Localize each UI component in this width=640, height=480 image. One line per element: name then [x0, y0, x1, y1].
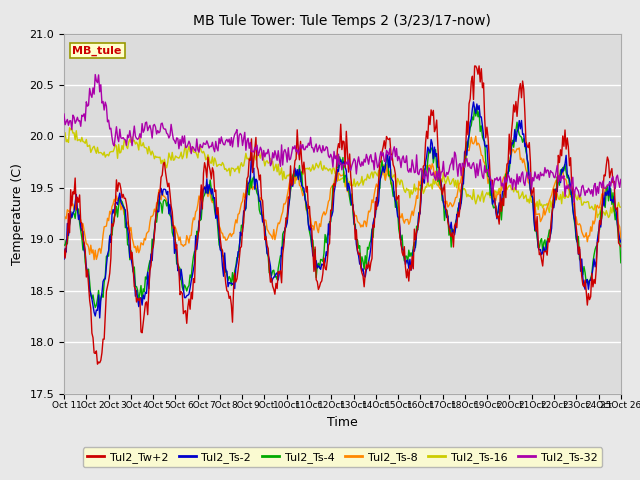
Text: MB_tule: MB_tule: [72, 46, 122, 56]
X-axis label: Time: Time: [327, 416, 358, 429]
Y-axis label: Temperature (C): Temperature (C): [11, 163, 24, 264]
Title: MB Tule Tower: Tule Temps 2 (3/23/17-now): MB Tule Tower: Tule Temps 2 (3/23/17-now…: [193, 14, 492, 28]
Legend: Tul2_Tw+2, Tul2_Ts-2, Tul2_Ts-4, Tul2_Ts-8, Tul2_Ts-16, Tul2_Ts-32: Tul2_Tw+2, Tul2_Ts-2, Tul2_Ts-4, Tul2_Ts…: [83, 447, 602, 467]
